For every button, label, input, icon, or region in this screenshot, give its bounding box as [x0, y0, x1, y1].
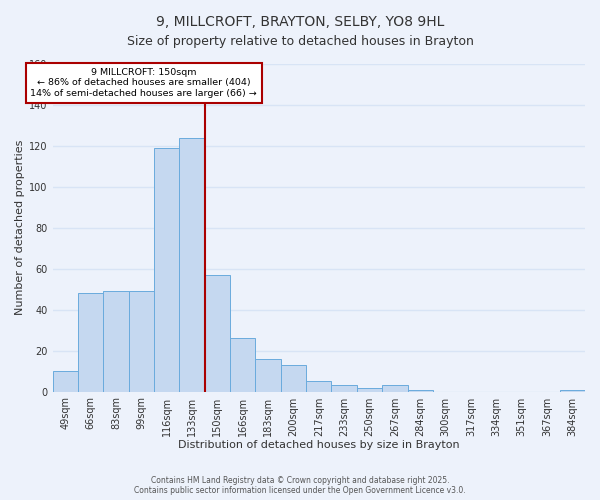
- Bar: [230, 338, 256, 392]
- Bar: [382, 386, 407, 392]
- Bar: [407, 390, 433, 392]
- Bar: [560, 390, 585, 392]
- Bar: [154, 148, 179, 392]
- Bar: [205, 275, 230, 392]
- Bar: [103, 292, 128, 392]
- Bar: [53, 371, 78, 392]
- Bar: [128, 292, 154, 392]
- Bar: [331, 386, 357, 392]
- Text: Size of property relative to detached houses in Brayton: Size of property relative to detached ho…: [127, 35, 473, 48]
- Text: Contains HM Land Registry data © Crown copyright and database right 2025.
Contai: Contains HM Land Registry data © Crown c…: [134, 476, 466, 495]
- Text: 9 MILLCROFT: 150sqm
← 86% of detached houses are smaller (404)
14% of semi-detac: 9 MILLCROFT: 150sqm ← 86% of detached ho…: [31, 68, 257, 98]
- Bar: [306, 382, 331, 392]
- X-axis label: Distribution of detached houses by size in Brayton: Distribution of detached houses by size …: [178, 440, 460, 450]
- Bar: [256, 359, 281, 392]
- Text: 9, MILLCROFT, BRAYTON, SELBY, YO8 9HL: 9, MILLCROFT, BRAYTON, SELBY, YO8 9HL: [156, 15, 444, 29]
- Y-axis label: Number of detached properties: Number of detached properties: [15, 140, 25, 316]
- Bar: [179, 138, 205, 392]
- Bar: [281, 365, 306, 392]
- Bar: [78, 294, 103, 392]
- Bar: [357, 388, 382, 392]
